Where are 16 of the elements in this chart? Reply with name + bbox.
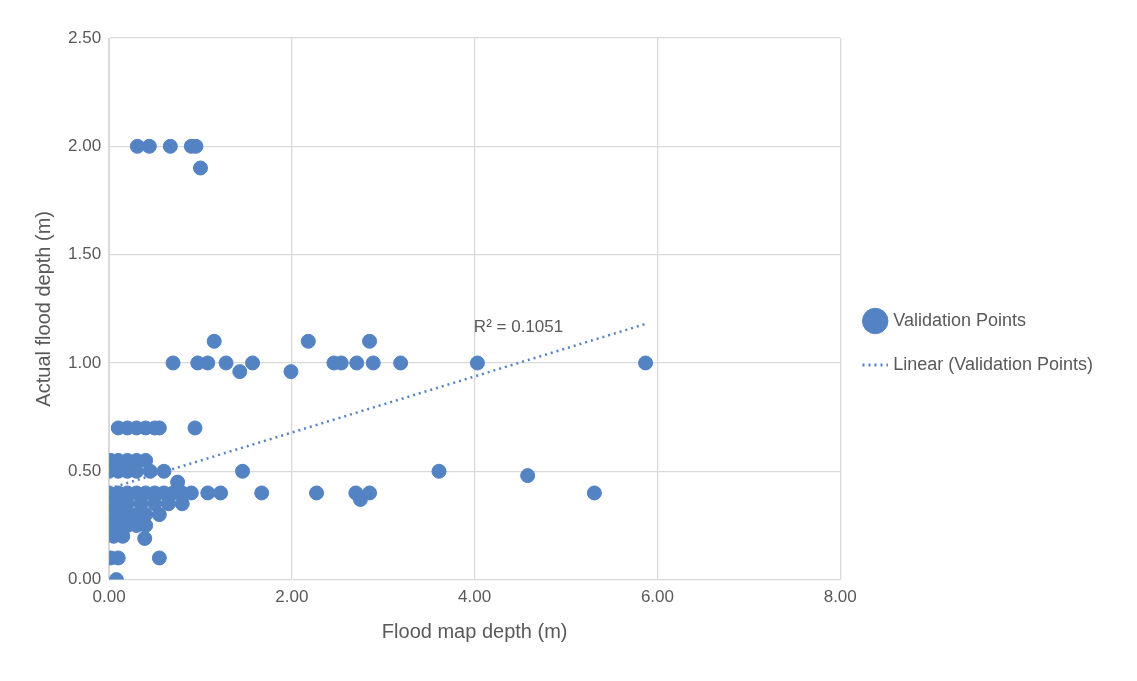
legend-label: Linear (Validation Points)	[893, 353, 1094, 374]
x-tick-label: 4.00	[458, 587, 492, 607]
y-tick-label: 0.00	[67, 569, 102, 589]
y-tick-label: 2.50	[67, 27, 102, 47]
y-tick-label: 1.00	[67, 352, 102, 372]
annotation: R² = 0.1051	[473, 317, 564, 337]
y-tick-label: 0.50	[67, 460, 102, 480]
x-tick-label: 6.00	[640, 587, 674, 607]
x-tick-label: 2.00	[275, 587, 309, 607]
y-tick-label: 1.50	[67, 244, 102, 264]
legend-label: Validation Points	[893, 309, 1026, 330]
y-axis-title: Actual flood depth (m)	[31, 210, 54, 407]
x-tick-label: 0.00	[92, 587, 126, 607]
x-tick-label: 8.00	[823, 587, 857, 607]
x-axis-title: Flood map depth (m)	[381, 619, 568, 642]
y-tick-label: 2.00	[67, 136, 102, 156]
